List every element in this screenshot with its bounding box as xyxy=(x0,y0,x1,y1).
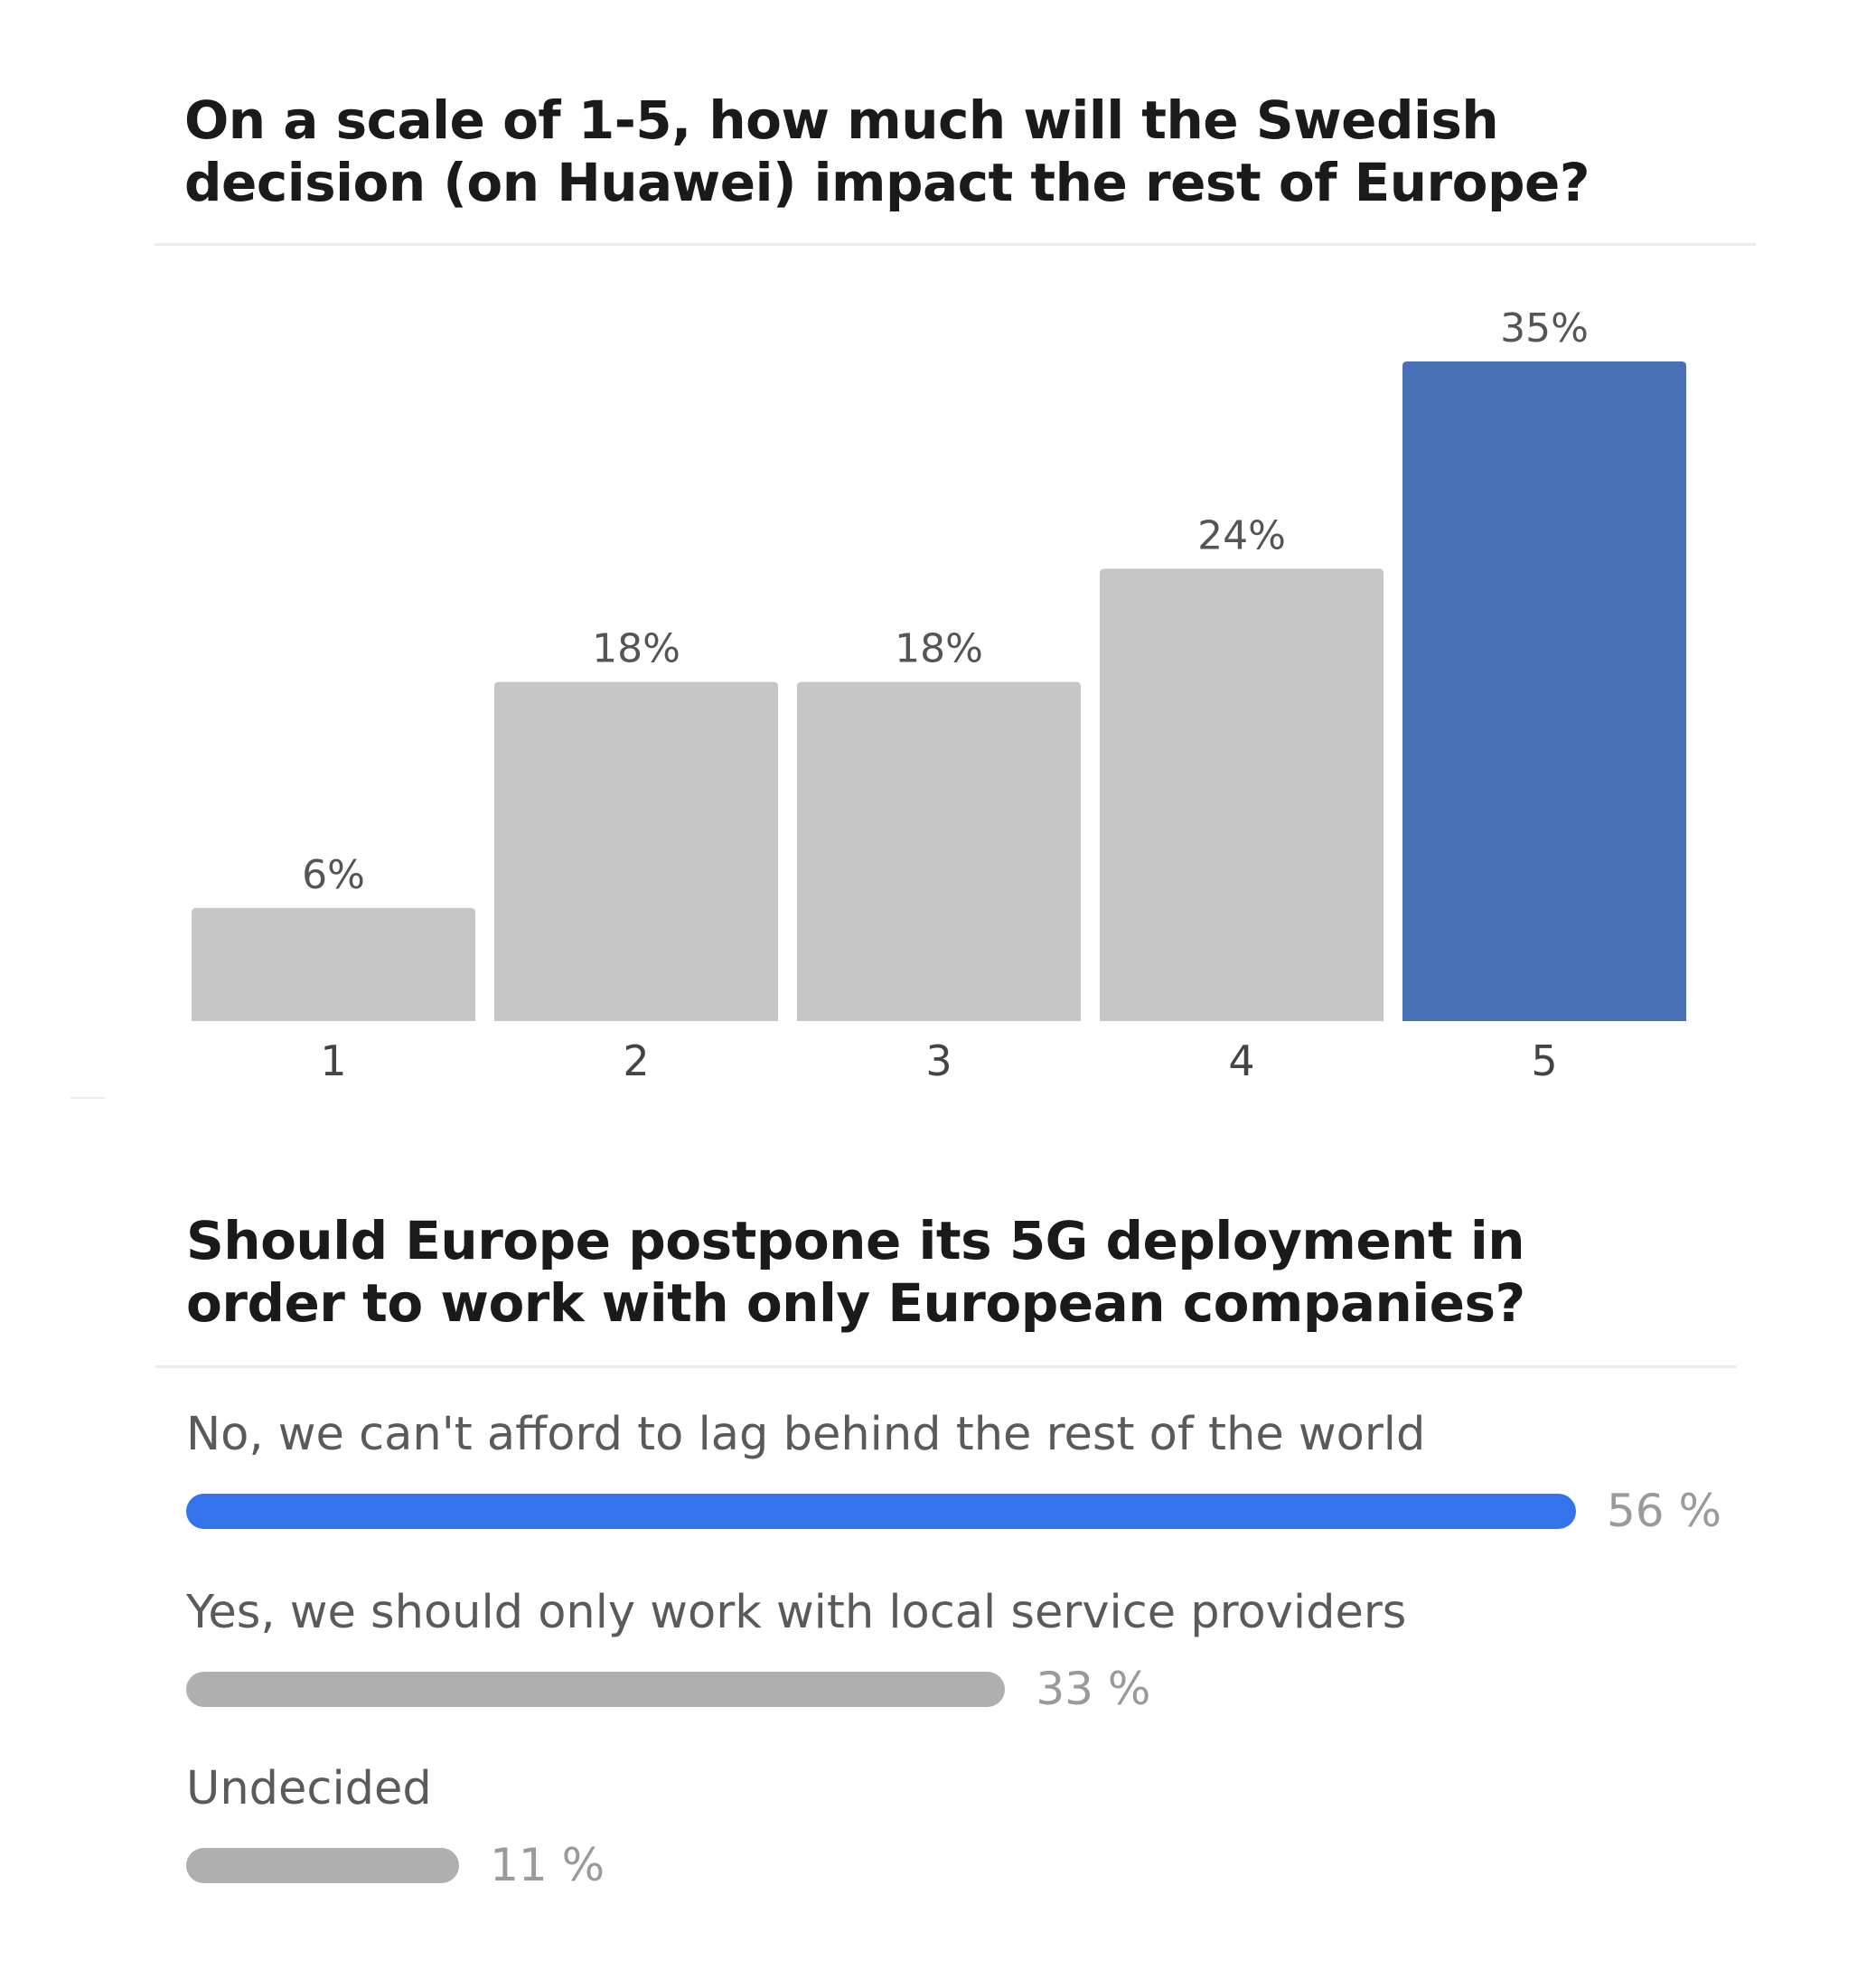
chart-title-postpone: Should Europe postpone its 5G deployment… xyxy=(186,1210,1525,1334)
bar-value-label: 6% xyxy=(302,852,365,898)
poll-option: Undecided 11 % xyxy=(186,1762,1813,1891)
poll-result-bar xyxy=(186,1671,1006,1707)
bar-value-label: 24% xyxy=(1197,512,1286,558)
chart-title-scale: On a scale of 1-5, how much will the Swe… xyxy=(184,89,1590,213)
bar-value-label: 18% xyxy=(592,626,680,672)
poll-option: No, we can't afford to lag behind the re… xyxy=(186,1408,1813,1537)
bar-1 xyxy=(192,907,475,1021)
x-tick-label: 1 xyxy=(320,1036,346,1085)
section-divider xyxy=(70,1097,105,1099)
bar-value-label: 18% xyxy=(895,626,983,672)
poll-option: Yes, we should only work with local serv… xyxy=(186,1586,1813,1715)
poll-option-label: Undecided xyxy=(186,1762,432,1815)
poll-option-row: 11 % xyxy=(186,1839,1813,1891)
bar-4 xyxy=(1100,568,1384,1021)
bar-3 xyxy=(797,681,1081,1021)
x-tick-label: 2 xyxy=(623,1036,649,1085)
title-divider xyxy=(155,243,1756,246)
poll-result-bar xyxy=(186,1847,460,1883)
bar-value-label: 35% xyxy=(1500,305,1589,352)
x-tick-label: 4 xyxy=(1228,1036,1254,1085)
title-divider xyxy=(155,1365,1737,1368)
scale-bar-chart: 6% 1 18% 2 18% 3 24% 4 35% 5 xyxy=(192,305,1686,1085)
bar-2 xyxy=(494,681,778,1021)
x-tick-label: 5 xyxy=(1531,1036,1557,1085)
poll-option-label: No, we can't afford to lag behind the re… xyxy=(186,1408,1426,1461)
poll-result-bar xyxy=(186,1493,1576,1529)
x-tick-label: 3 xyxy=(925,1036,952,1085)
poll-percentage: 33 % xyxy=(1036,1663,1151,1715)
poll-option-label: Yes, we should only work with local serv… xyxy=(186,1586,1407,1639)
bar-5 xyxy=(1402,361,1686,1021)
poll-percentage: 11 % xyxy=(490,1839,605,1891)
poll-percentage: 56 % xyxy=(1607,1485,1722,1537)
poll-option-row: 56 % xyxy=(186,1485,1813,1537)
poll-option-row: 33 % xyxy=(186,1663,1813,1715)
